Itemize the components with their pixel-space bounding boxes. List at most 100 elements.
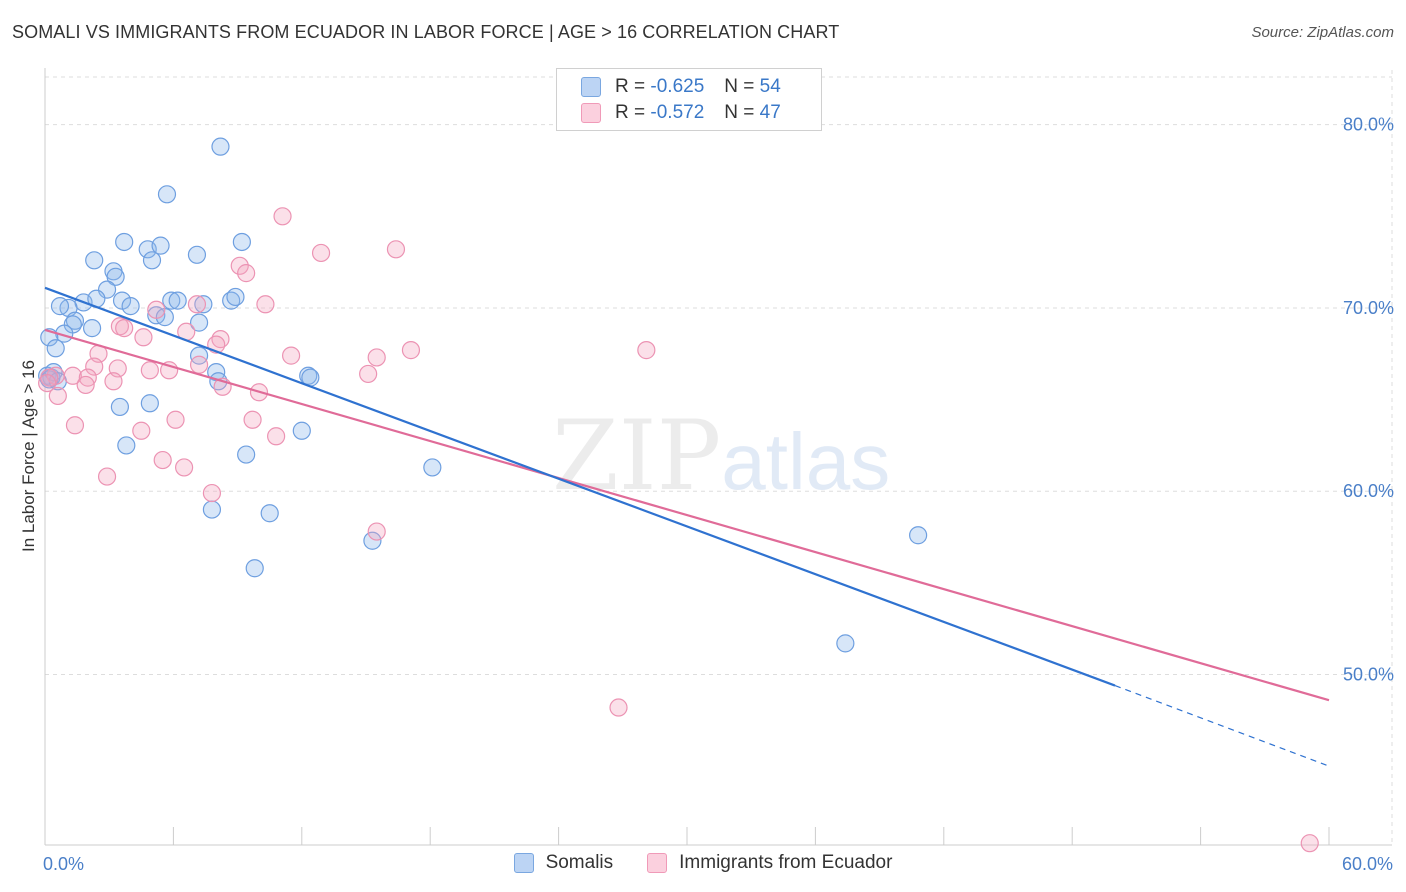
somalis-trend-extension	[1114, 684, 1330, 767]
axis-labels: 50.0% 60.0% 70.0% 80.0% 0.0% 60.0% In Labor Fo…	[19, 115, 1394, 874]
ecuador-point	[147, 300, 166, 319]
r-value-ecuador: -0.572	[650, 102, 705, 123]
somalis-point	[909, 526, 928, 545]
n-label: N =	[724, 102, 755, 123]
n-value-ecuador: 47	[759, 102, 781, 123]
n-label: N =	[724, 76, 755, 97]
somalis-point	[106, 267, 125, 286]
ecuador-point	[237, 264, 256, 283]
legend-label-ecuador: Immigrants from Ecuador	[679, 852, 893, 873]
watermark-zip: ZIP	[552, 400, 722, 512]
somalis-point	[115, 232, 134, 252]
somalis-point	[237, 445, 256, 464]
series-legend: Somalis Immigrants from Ecuador	[0, 852, 1406, 874]
n-value-somalis: 54	[759, 76, 781, 97]
ecuador-point	[189, 355, 209, 374]
ecuador-point	[282, 346, 301, 365]
ecuador-legend-swatch	[647, 853, 668, 873]
ecuador-point	[367, 522, 386, 541]
ecuador-point	[38, 374, 57, 393]
r-label: R =	[615, 102, 646, 123]
ecuador-point	[637, 341, 656, 360]
ecuador-point	[115, 319, 134, 338]
somalis-point	[211, 137, 230, 156]
legend-row-ecuador: R = -0.572 N = 47	[581, 101, 781, 125]
ecuador-point	[140, 361, 159, 380]
ecuador-point	[48, 386, 67, 406]
correlation-legend: R = -0.625 N = 54 R = -0.572 N = 47	[556, 68, 822, 131]
somalis-point	[110, 397, 130, 417]
ecuador-point	[609, 698, 628, 717]
legend-row-somalis: R = -0.625 N = 54	[581, 75, 781, 99]
somalis-point	[162, 291, 181, 310]
somalis-swatch	[581, 77, 601, 97]
ecuador-point	[367, 348, 386, 367]
somalis-point	[168, 291, 187, 310]
somalis-point	[85, 251, 104, 270]
ecuador-trend-line	[44, 328, 1330, 702]
y-axis-label: In Labor Force | Age > 16	[19, 360, 38, 552]
ecuador-point	[175, 458, 194, 477]
ecuador-point	[78, 368, 97, 387]
somalis-point	[187, 245, 207, 264]
ecuador-point	[256, 295, 275, 314]
somalis-point	[245, 559, 264, 578]
somalis-point	[232, 232, 251, 252]
somalis-point	[117, 436, 136, 455]
y-tick-label: 60.0%	[1343, 481, 1394, 501]
ecuador-point	[153, 450, 172, 470]
somalis-point	[140, 394, 159, 413]
somalis-point	[50, 297, 70, 316]
chart-title: SOMALI VS IMMIGRANTS FROM ECUADOR IN LAB…	[12, 22, 840, 42]
source-label: Source: ZipAtlas.com	[1251, 24, 1394, 41]
somalis-point	[189, 346, 209, 365]
trend-lines	[44, 286, 1330, 767]
ecuador-point	[63, 366, 82, 385]
x-tick-label: 0.0%	[43, 854, 84, 874]
somalis-point	[423, 458, 442, 477]
ecuador-point	[97, 467, 117, 486]
ecuador-point	[386, 240, 406, 259]
somalis-point	[363, 531, 382, 550]
ecuador-point	[267, 427, 286, 446]
somalis-point	[226, 287, 245, 307]
somalis-point	[151, 236, 170, 255]
ecuador-point	[104, 372, 123, 391]
ecuador-swatch	[581, 103, 601, 123]
axes	[44, 68, 1392, 846]
y-tick-label: 80.0%	[1343, 115, 1394, 135]
ecuador-point	[166, 410, 185, 429]
ecuador-point	[311, 243, 331, 263]
somalis-point	[82, 319, 102, 338]
y-tick-label: 50.0%	[1343, 665, 1394, 685]
ecuador-point	[187, 295, 207, 314]
somalis-point	[836, 634, 855, 653]
somalis-point	[142, 251, 162, 270]
x-tick-label: 60.0%	[1342, 854, 1393, 874]
ecuador-point	[65, 416, 85, 435]
somalis-point	[157, 185, 177, 204]
watermark: ZIPatlas	[552, 400, 890, 512]
ecuador-point	[202, 483, 222, 503]
data-points	[38, 137, 1319, 853]
legend-label-somalis: Somalis	[545, 852, 614, 873]
ecuador-point	[401, 341, 421, 360]
somalis-point	[260, 504, 279, 523]
ecuador-point	[1300, 834, 1319, 853]
somalis-point	[194, 295, 213, 314]
somalis-legend-swatch	[513, 853, 534, 873]
r-label: R =	[615, 76, 646, 97]
legend-item-ecuador: Immigrants from Ecuador	[647, 852, 892, 874]
somalis-point	[46, 339, 65, 358]
somalis-point	[202, 500, 222, 519]
ecuador-point	[76, 375, 95, 395]
ecuador-point	[132, 421, 151, 440]
ecuador-point	[243, 410, 262, 429]
ecuador-point	[85, 357, 104, 376]
ecuador-point	[230, 256, 249, 275]
somalis-point	[189, 313, 209, 332]
ecuador-point	[359, 364, 378, 384]
legend-item-somalis: Somalis	[513, 852, 614, 874]
somalis-point	[292, 421, 311, 440]
